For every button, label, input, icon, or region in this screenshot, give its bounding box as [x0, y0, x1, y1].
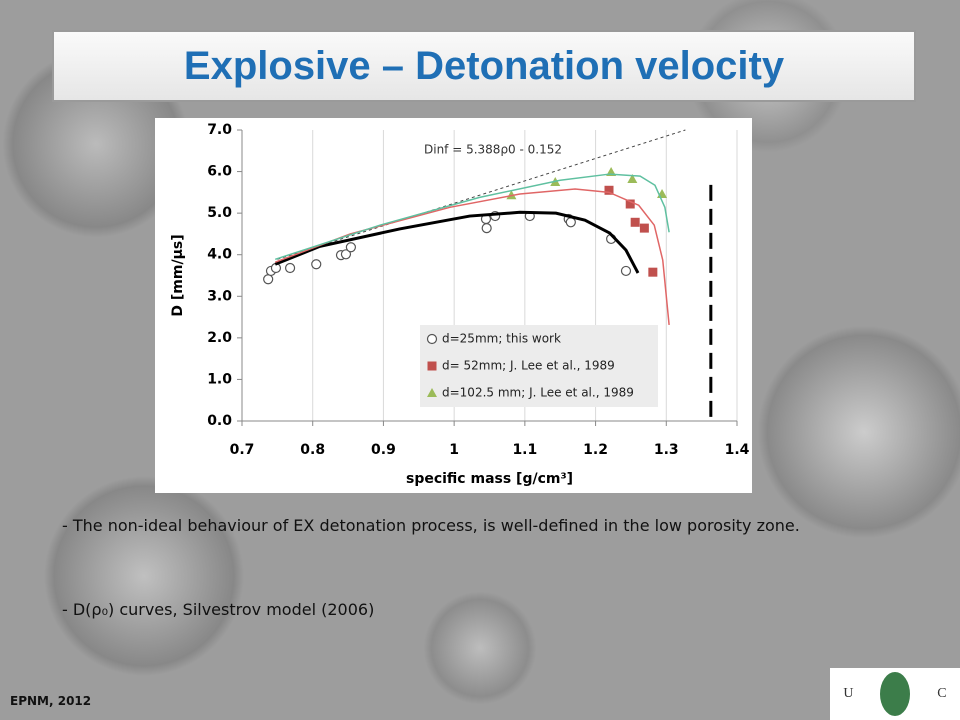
logo: U C — [830, 668, 960, 720]
x-tick-label: 1.2 — [583, 442, 608, 458]
legend: d=25mm; this work d= 52mm; J. Lee et al.,… — [420, 325, 658, 407]
marker — [625, 199, 635, 209]
line — [274, 210, 640, 274]
y-tick-label: 4.0 — [207, 247, 232, 263]
slide-title: Explosive – Detonation velocity — [183, 43, 785, 88]
y-tick-label: 6.0 — [207, 164, 232, 180]
marker — [426, 333, 438, 345]
chart: 0.7 0.8 0.9 1 1.1 1.2 1.3 1.4 0.0 1.0 2.0 3.0 4.0 5.0… — [155, 118, 752, 493]
marker — [481, 223, 492, 234]
y-tick-label: 0.0 — [207, 413, 232, 429]
marker — [427, 361, 437, 371]
title-box: Explosive – Detonation velocity — [52, 30, 916, 102]
marker — [627, 174, 638, 184]
x-tick-label: 1.3 — [654, 442, 679, 458]
marker — [565, 217, 576, 228]
legend-label: d= 52mm; J. Lee et al., 1989 — [442, 359, 615, 373]
chart-background — [155, 118, 752, 493]
marker — [284, 262, 296, 274]
x-tick-label: 1.4 — [725, 442, 750, 458]
marker — [639, 223, 649, 233]
y-tick-label: 5.0 — [207, 205, 232, 221]
marker — [630, 217, 640, 227]
marker — [263, 274, 274, 285]
line — [277, 129, 686, 260]
logo-letter: C — [937, 686, 947, 701]
marker — [620, 265, 632, 277]
x-tick-label: 1.1 — [512, 442, 537, 458]
y-tick-label: 3.0 — [207, 288, 232, 304]
logo-letter: U — [843, 686, 854, 701]
annotation: Dinf = 5.388ρ0 - 0.152 — [424, 143, 562, 157]
logo-seal — [880, 672, 911, 716]
y-tick-label: 7.0 — [207, 122, 232, 138]
x-tick-label: 0.9 — [371, 442, 396, 458]
x-tick-label: 0.8 — [300, 442, 325, 458]
y-axis-label: D [mm/μs] — [170, 234, 186, 316]
marker — [427, 388, 437, 397]
y-tick-label: 1.0 — [207, 371, 232, 387]
marker — [345, 242, 356, 253]
paragraph: - D(ρ₀) curves, Silvestrov model (2006) — [62, 600, 375, 619]
marker — [604, 185, 614, 195]
x-axis-label: specific mass [g/cm³] — [406, 471, 573, 487]
line — [274, 188, 670, 326]
legend-label: d=25mm; this work — [442, 332, 561, 346]
line — [275, 173, 670, 261]
x-tick-label: 0.7 — [230, 442, 255, 458]
marker — [648, 267, 658, 277]
y-tick-label: 2.0 — [207, 330, 232, 346]
footer: EPNM, 2012 — [10, 694, 92, 708]
marker — [311, 259, 322, 270]
marker — [506, 190, 517, 200]
legend-label: d=102.5 mm; J. Lee et al., 1989 — [442, 386, 634, 400]
marker — [340, 249, 352, 260]
paragraph: - The non-ideal behaviour of EX detonati… — [62, 516, 800, 535]
x-tick-label: 1 — [449, 442, 459, 458]
legend-box — [420, 325, 658, 407]
